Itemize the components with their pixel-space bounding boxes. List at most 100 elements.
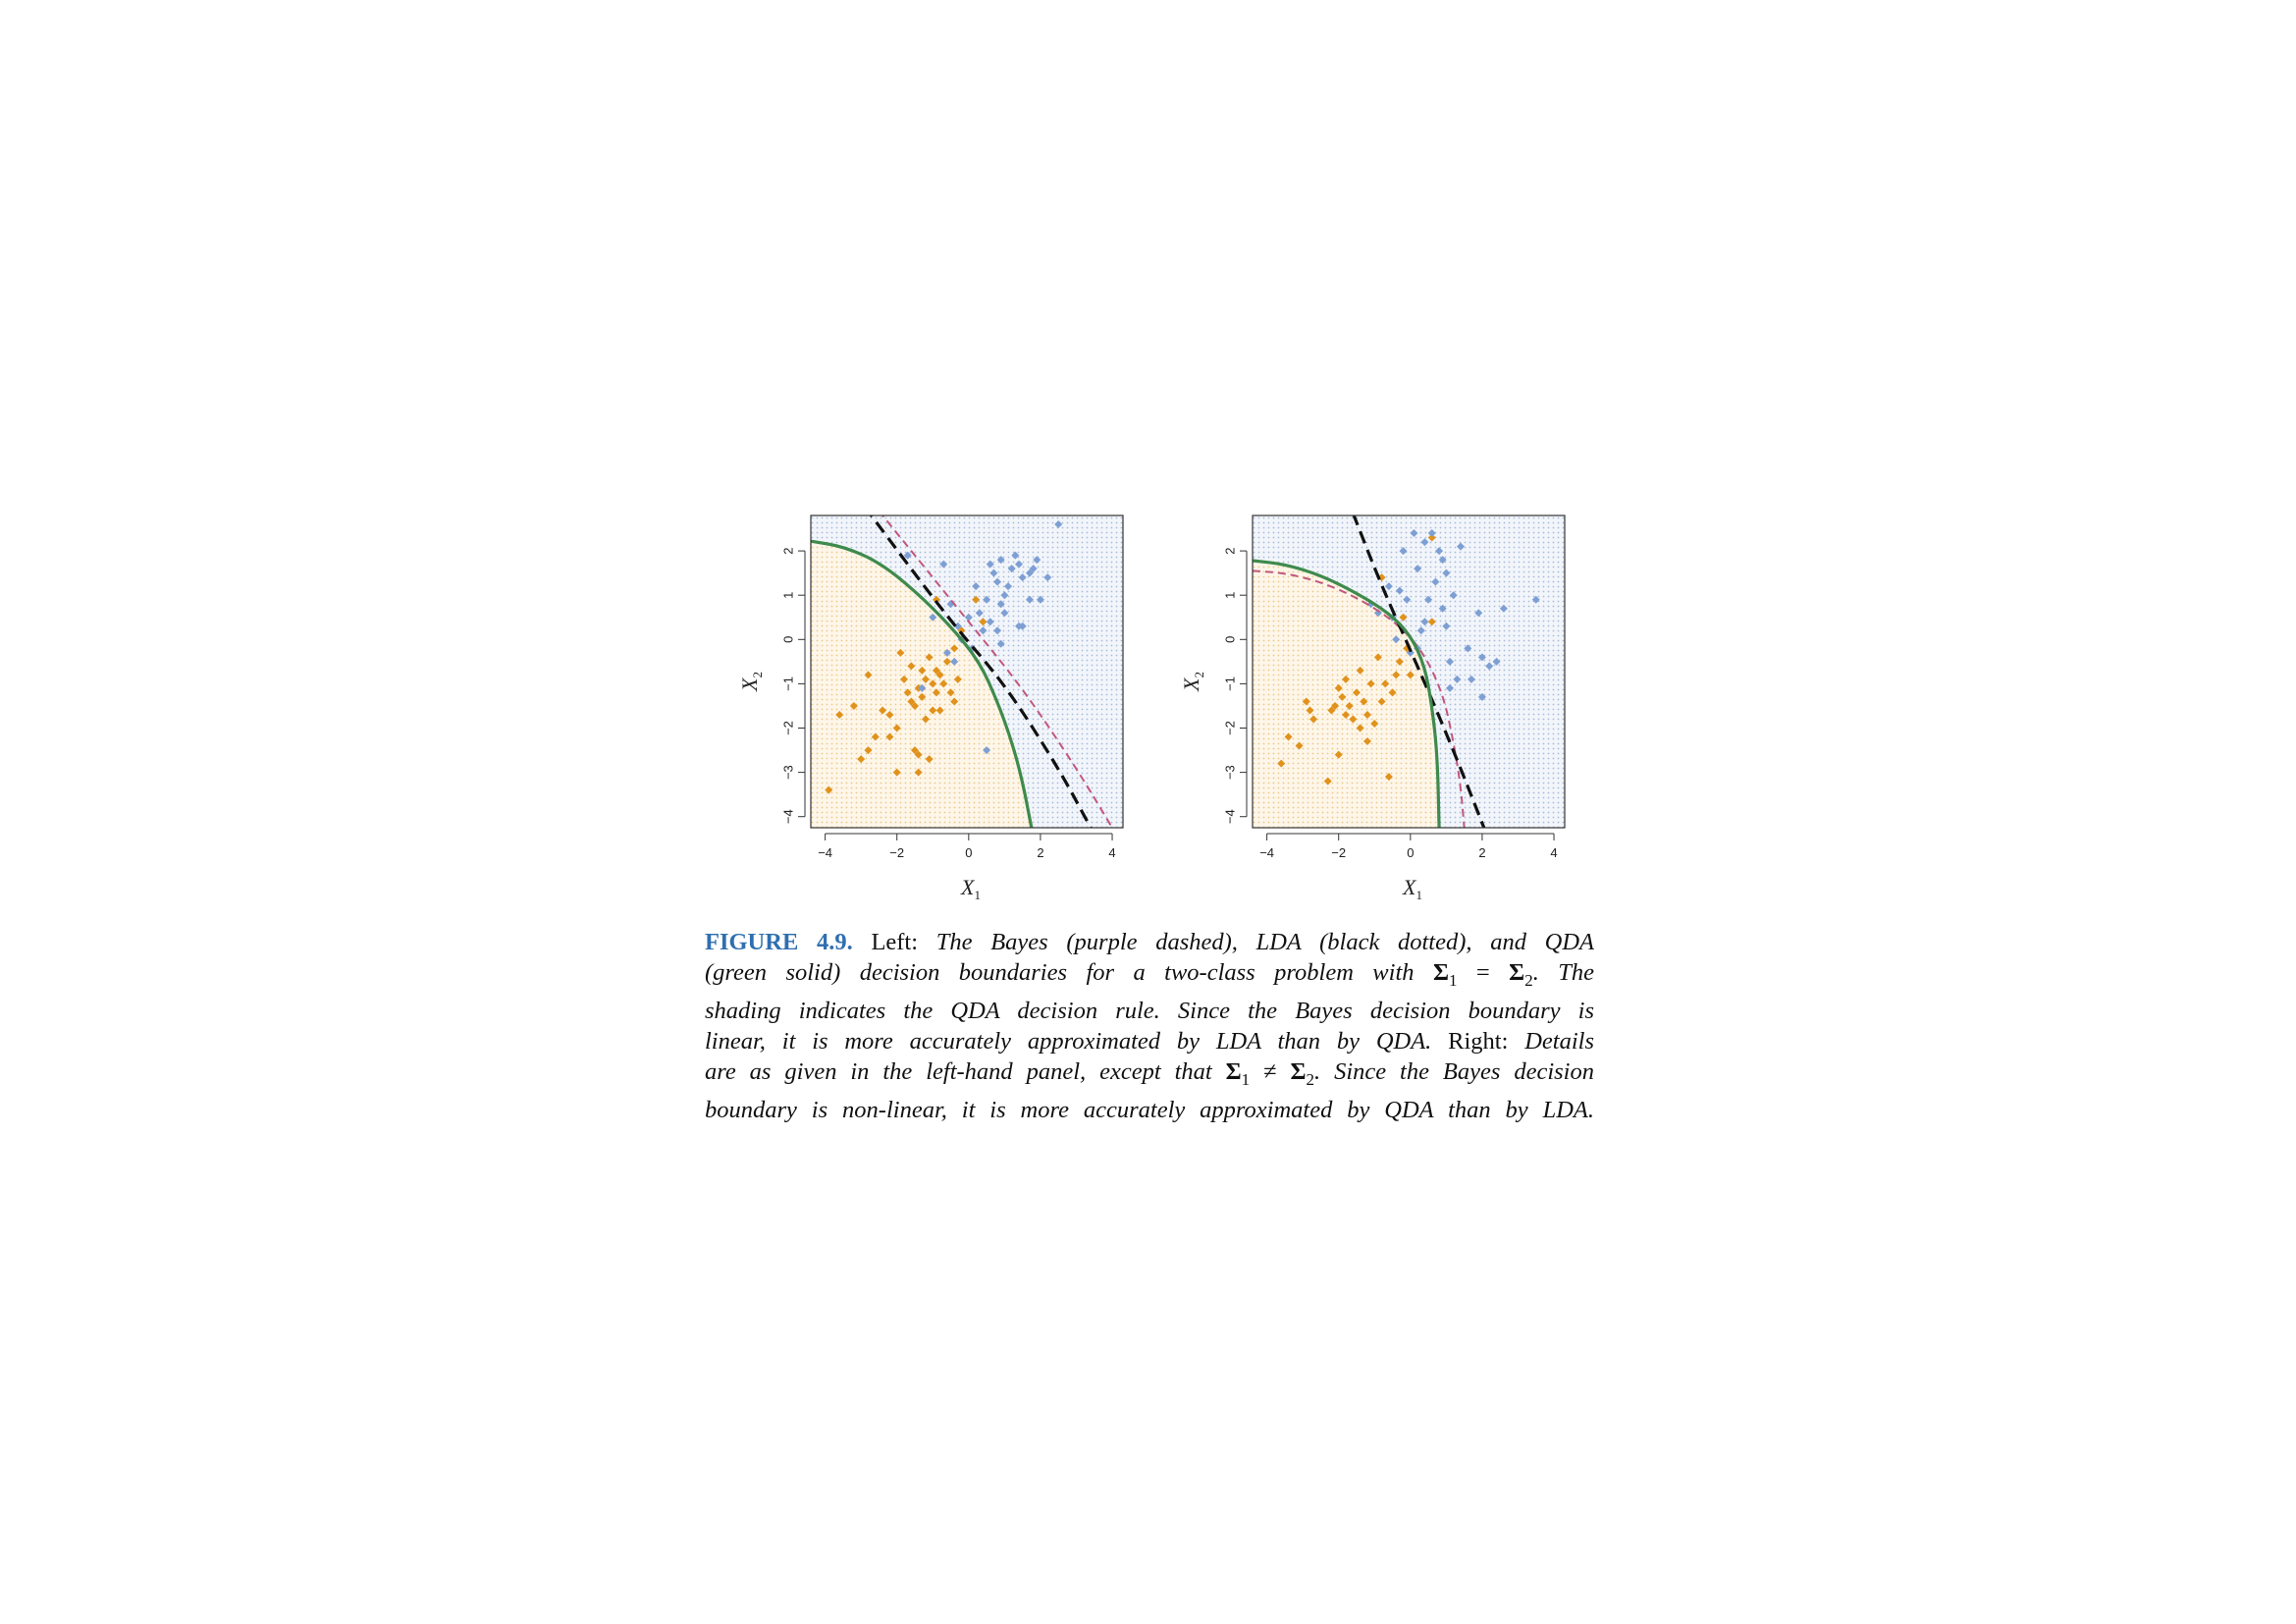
y-axis-title: X2 [737, 672, 765, 692]
caption-fragment: . Since the Bayes decision [1314, 1057, 1594, 1085]
orange-point [1334, 683, 1343, 692]
caption-fragment: Left: [871, 929, 936, 955]
blue-point [1025, 595, 1034, 604]
orange-point [972, 595, 981, 604]
orange-point [925, 755, 934, 764]
caption-fragment: 2 [1306, 1069, 1315, 1089]
y-axis-title: X2 [1179, 672, 1206, 692]
blue-point [1395, 586, 1404, 595]
orange-point [1427, 533, 1436, 542]
orange-point [1284, 732, 1293, 741]
orange-point [885, 732, 894, 741]
orange-point [925, 653, 934, 662]
blue-point [996, 639, 1005, 648]
orange-point [918, 692, 927, 701]
x-tick-label: 0 [965, 845, 972, 860]
blue-point [1414, 565, 1422, 573]
blue-point [939, 560, 948, 568]
orange-point [1406, 671, 1415, 679]
blue-point [1007, 565, 1016, 573]
x-tick-label: 0 [1407, 845, 1414, 860]
orange-point [932, 688, 940, 697]
orange-point [1399, 613, 1408, 622]
orange-point [1370, 720, 1379, 728]
plot-frame [810, 514, 1124, 829]
x-tick-label: −2 [889, 845, 904, 860]
caption-line: FIGURE 4.9. Left: The Bayes (purple dash… [705, 927, 1594, 957]
blue-point [989, 568, 998, 577]
caption-fragment: . The [1532, 959, 1595, 986]
orange-point [979, 618, 988, 626]
blue-point [918, 683, 927, 692]
blue-point [1467, 675, 1475, 683]
y-tick-label: 1 [1222, 592, 1237, 599]
orange-point [1366, 679, 1375, 688]
orange-point [1302, 697, 1310, 706]
orange-point [918, 666, 927, 675]
qda-boundary [811, 539, 1034, 828]
orange-point [892, 724, 901, 732]
y-tick-label: 2 [1222, 547, 1237, 554]
orange-point [1295, 741, 1304, 750]
x-tick-label: −4 [818, 845, 832, 860]
orange-point [914, 768, 923, 777]
blue-point [1420, 618, 1429, 626]
blue-point [1499, 604, 1508, 613]
blue-point [1054, 520, 1063, 529]
qda-boundary [1253, 559, 1441, 828]
orange-point [1353, 688, 1361, 697]
figure-label: FIGURE 4.9. [705, 929, 853, 955]
orange-point [932, 595, 940, 604]
blue-point [1410, 529, 1418, 538]
caption-line: (green solid) decision boundaries for a … [705, 957, 1594, 996]
orange-point [911, 746, 919, 755]
blue-point [986, 618, 994, 626]
caption-fragment: shading indicates the QDA decision rule.… [705, 997, 1594, 1024]
blue-point [929, 613, 937, 622]
blue-point [950, 657, 959, 666]
orange-point [857, 755, 866, 764]
orange-point [911, 701, 919, 710]
orange-point [953, 675, 962, 683]
orange-point [1362, 710, 1371, 719]
blue-point [1011, 551, 1020, 560]
orange-point [950, 697, 959, 706]
blue-point [1442, 622, 1451, 630]
blue-point [1446, 683, 1455, 692]
x-axis-title-sub: 1 [974, 888, 981, 902]
blue-point [1442, 568, 1451, 577]
caption-fragment: ≠ [1250, 1057, 1291, 1085]
blue-point [1531, 595, 1540, 604]
caption-fragment: Right: [1431, 1027, 1525, 1055]
orange-point [1306, 706, 1314, 715]
caption-fragment: Σ [1290, 1057, 1307, 1085]
orange-point [900, 675, 909, 683]
blue-point [1029, 565, 1038, 573]
x-tick-label: 4 [1108, 845, 1115, 860]
blue-point [1449, 591, 1458, 600]
orange-point [935, 671, 944, 679]
bayes-boundary [881, 515, 1113, 828]
blue-point [1438, 556, 1447, 565]
orange-point [935, 706, 944, 715]
orange-point [1309, 715, 1318, 724]
blue-point [1424, 595, 1433, 604]
blue-point [983, 595, 991, 604]
blue-point [979, 626, 988, 635]
blue-point [1033, 556, 1041, 565]
blue-point [1474, 609, 1483, 618]
orange-point [907, 662, 916, 671]
blue-point [1403, 595, 1412, 604]
y-tick-label: −2 [780, 721, 795, 735]
blue-point [993, 577, 1002, 586]
y-axis-title-main: X [1179, 677, 1203, 692]
orange-point [1345, 701, 1354, 710]
caption-fragment: Details [1524, 1027, 1595, 1055]
orange-point [1342, 675, 1351, 683]
blue-point [986, 560, 994, 568]
orange-point [1277, 759, 1286, 768]
orange-point [929, 706, 937, 715]
orange-point [871, 732, 880, 741]
orange-region [1253, 561, 1440, 828]
y-tick-label: −4 [780, 809, 795, 824]
